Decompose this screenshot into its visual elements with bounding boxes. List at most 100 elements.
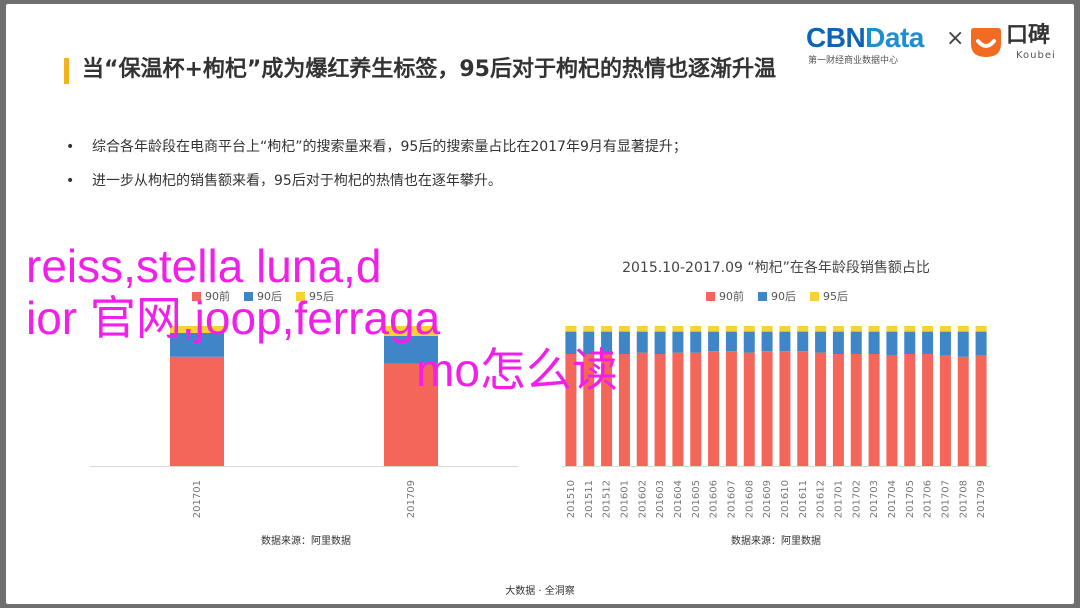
bar-segment [886, 331, 898, 356]
x-tick-label: 201705 [905, 480, 916, 518]
bar-segment [690, 326, 702, 332]
bar-segment [815, 352, 827, 466]
bar-segment [672, 326, 684, 332]
bar-segment [601, 331, 613, 353]
bar-segment [868, 331, 880, 354]
chart-source: 数据来源：阿里数据 [261, 534, 351, 547]
legend-label: 90后 [771, 290, 796, 303]
bullet-list: 综合各年龄段在电商平台上“枸杞”的搜索量来看，95后的搜索量占比在2017年9月… [66, 130, 966, 198]
bar-segment [922, 354, 934, 466]
charts-canvas: 90前 90后 95后 201701 201709 数据来源：阿里数据 2015.10-20… [90, 260, 990, 547]
bar-segment [170, 356, 224, 466]
x-tick-label: 201703 [869, 480, 880, 518]
bar-segment [850, 326, 862, 332]
bar-segment [761, 331, 773, 352]
bar-segment [743, 326, 755, 332]
bar-segment [708, 326, 720, 332]
legend-label: 95后 [823, 290, 848, 303]
footer-tagline: 大数据 · 全洞察 [505, 586, 575, 597]
koubei-logo-en: Koubei [1016, 50, 1056, 61]
bar-segment [743, 352, 755, 466]
x-tick-label: 201609 [762, 480, 773, 518]
bar-segment [565, 331, 577, 354]
bar-segment [886, 326, 898, 332]
x-tick-label: 201701 [192, 480, 203, 518]
bar-segment [583, 331, 595, 354]
bar-segment [779, 351, 791, 466]
legend-swatch [192, 292, 201, 301]
bar-segment [939, 331, 951, 356]
bar-segment [904, 326, 916, 332]
x-tick-label: 201709 [406, 480, 417, 518]
bar-segment [618, 354, 630, 466]
bar-segment [601, 326, 613, 332]
bar-segment [725, 331, 737, 352]
x-tick-label: 201701 [833, 480, 844, 518]
bar-segment [832, 331, 844, 354]
x-tick-label: 201602 [637, 480, 648, 518]
title-accent-bar [64, 58, 69, 84]
bar-segment [761, 326, 773, 332]
bar-segment [832, 354, 844, 466]
bar-segment [797, 326, 809, 332]
x-tick-label: 201607 [726, 480, 737, 518]
bar-segment [708, 331, 720, 352]
x-tick-label: 201608 [744, 480, 755, 518]
bar-segment [583, 354, 595, 466]
bar-segment [725, 351, 737, 466]
bar-segment [654, 326, 666, 332]
cbndata-logo: CBNData [806, 22, 924, 54]
bar-segment [868, 354, 880, 466]
bar-segment [939, 326, 951, 332]
bar-segment [975, 331, 987, 356]
bar-segment [957, 356, 969, 466]
bar-segment [654, 331, 666, 354]
bar-segment [797, 331, 809, 352]
cbndata-subtitle: 第一财经商业数据中心 [808, 56, 899, 66]
legend-swatch [244, 292, 253, 301]
chart-title: 2015.10-2017.09 “枸杞”在各年龄段销售额占比 [622, 260, 930, 276]
bar-segment [815, 326, 827, 332]
x-tick-label: 201709 [976, 480, 987, 518]
bar-segment [922, 331, 934, 354]
bar-segment [922, 326, 934, 332]
bar-segment [601, 352, 613, 466]
x-tick-label: 201610 [780, 480, 791, 518]
x-tick-label: 201606 [709, 480, 720, 518]
bar-segment [957, 331, 969, 357]
bar-segment [850, 331, 862, 354]
legend-label: 90前 [719, 289, 744, 303]
bar-segment [672, 331, 684, 353]
bar-segment [904, 354, 916, 466]
bar-segment [672, 352, 684, 466]
x-tick-label: 201704 [887, 480, 898, 518]
x-tick-label: 201706 [923, 480, 934, 518]
bar-segment [583, 326, 595, 332]
x-tick-label: 201611 [798, 480, 809, 518]
bar-segment [886, 355, 898, 466]
bar-segment [868, 326, 880, 332]
bar-segment [975, 326, 987, 332]
bar-segment [170, 326, 224, 333]
bar-segment [832, 326, 844, 332]
times-sign: × [946, 26, 965, 51]
bar-segment [384, 326, 438, 336]
bar-segment [779, 331, 791, 352]
bar-segment [779, 326, 791, 332]
bar-segment [975, 355, 987, 466]
bar-segment [815, 331, 827, 353]
bar-segment [636, 326, 648, 332]
watermark-line-1: reiss,stella luna,d [26, 240, 382, 292]
legend-label: 90前 [205, 289, 230, 303]
legend-swatch [296, 292, 305, 301]
bar-segment [384, 363, 438, 466]
x-tick-label: 201707 [940, 480, 951, 518]
bar-segment [690, 331, 702, 353]
bar-segment [170, 333, 224, 357]
bar-segment [384, 335, 438, 364]
bar-segment [904, 331, 916, 354]
x-tick-label: 201511 [584, 480, 595, 518]
x-tick-label: 201601 [619, 480, 630, 518]
bar-segment [654, 354, 666, 466]
bar-segment [690, 352, 702, 466]
